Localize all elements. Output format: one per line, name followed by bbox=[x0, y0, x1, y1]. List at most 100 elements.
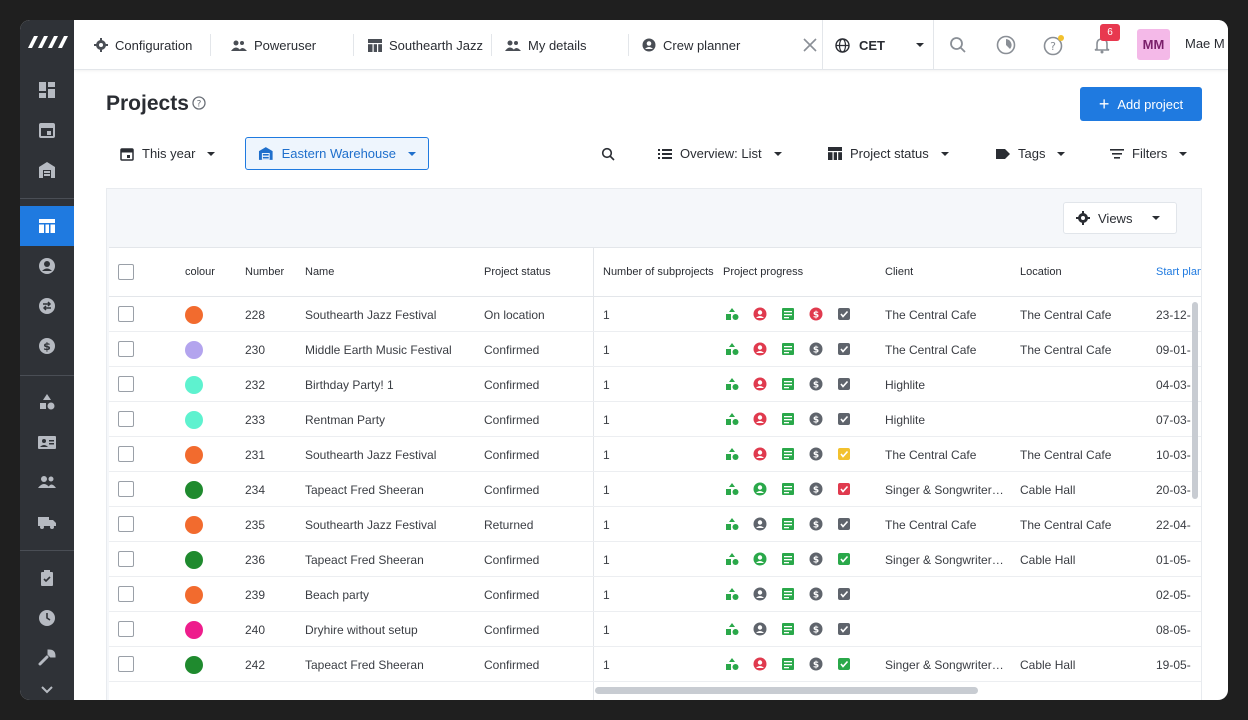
checklist-icon[interactable] bbox=[837, 377, 851, 391]
checklist-icon[interactable] bbox=[837, 482, 851, 496]
row-checkbox[interactable] bbox=[118, 341, 134, 357]
dollar-icon[interactable]: $ bbox=[809, 657, 823, 671]
sidebar-item-timesheets[interactable] bbox=[20, 598, 74, 638]
sidebar-item-projects[interactable] bbox=[20, 206, 74, 246]
user-name[interactable]: Mae M bbox=[1185, 36, 1225, 51]
column-header[interactable]: Client bbox=[885, 266, 914, 278]
shapes-icon[interactable] bbox=[725, 517, 739, 531]
table-row[interactable]: 228 Southearth Jazz Festival On location 1 T… bbox=[109, 297, 1201, 332]
sidebar-item-crew[interactable] bbox=[20, 422, 74, 462]
dollar-icon[interactable]: $ bbox=[809, 342, 823, 356]
shapes-icon[interactable] bbox=[725, 552, 739, 566]
app-logo-icon[interactable] bbox=[24, 32, 68, 52]
sheet-icon[interactable] bbox=[781, 622, 795, 636]
sidebar-item-tasks[interactable] bbox=[20, 558, 74, 598]
row-checkbox[interactable] bbox=[118, 551, 134, 567]
table-row[interactable]: 239 Beach party Confirmed 1 02-05- $ bbox=[109, 577, 1201, 612]
user-circle-icon[interactable] bbox=[753, 552, 767, 566]
sidebar-expand[interactable] bbox=[20, 680, 74, 700]
sheet-icon[interactable] bbox=[781, 447, 795, 461]
dollar-icon[interactable]: $ bbox=[809, 622, 823, 636]
dollar-icon[interactable]: $ bbox=[809, 447, 823, 461]
user-circle-icon[interactable] bbox=[753, 412, 767, 426]
tab-southearth-jazz[interactable]: Southearth Jazz bbox=[348, 20, 492, 70]
shapes-icon[interactable] bbox=[725, 377, 739, 391]
checklist-icon[interactable] bbox=[837, 307, 851, 321]
sheet-icon[interactable] bbox=[781, 307, 795, 321]
column-header[interactable]: Start planning bbox=[1156, 266, 1201, 278]
table-row[interactable]: 232 Birthday Party! 1 Confirmed 1 Highlite 04… bbox=[109, 367, 1201, 402]
shapes-icon[interactable] bbox=[725, 482, 739, 496]
user-circle-icon[interactable] bbox=[753, 657, 767, 671]
shapes-icon[interactable] bbox=[725, 657, 739, 671]
add-project-button[interactable]: + Add project bbox=[1080, 87, 1202, 121]
row-checkbox[interactable] bbox=[118, 656, 134, 672]
sidebar-item-finance[interactable]: $ bbox=[20, 326, 74, 366]
table-row[interactable]: 236 Tapeact Fred Sheeran Confirmed 1 Singer … bbox=[109, 542, 1201, 577]
warehouse-filter[interactable]: Eastern Warehouse bbox=[245, 137, 429, 170]
column-header[interactable]: colour bbox=[185, 266, 215, 278]
column-header[interactable]: Project progress bbox=[723, 266, 804, 278]
sheet-icon[interactable] bbox=[781, 482, 795, 496]
tab-my-details[interactable]: My details bbox=[485, 20, 629, 70]
row-checkbox[interactable] bbox=[118, 306, 134, 322]
dollar-icon[interactable]: $ bbox=[809, 412, 823, 426]
help-button[interactable]: ? bbox=[1042, 33, 1066, 57]
sheet-icon[interactable] bbox=[781, 342, 795, 356]
tags-filter[interactable]: Tags bbox=[984, 137, 1078, 170]
tab-configuration[interactable]: Configuration bbox=[74, 20, 211, 70]
checklist-icon[interactable] bbox=[837, 342, 851, 356]
checklist-icon[interactable] bbox=[837, 412, 851, 426]
row-checkbox[interactable] bbox=[118, 481, 134, 497]
checklist-icon[interactable] bbox=[837, 587, 851, 601]
tab-poweruser[interactable]: Poweruser bbox=[211, 20, 354, 70]
sheet-icon[interactable] bbox=[781, 412, 795, 426]
table-row[interactable]: 242 Tapeact Fred Sheeran Confirmed 1 Singer … bbox=[109, 647, 1201, 682]
dollar-icon[interactable]: $ bbox=[809, 307, 823, 321]
dollar-icon[interactable]: $ bbox=[809, 552, 823, 566]
row-checkbox[interactable] bbox=[118, 376, 134, 392]
dollar-icon[interactable]: $ bbox=[809, 482, 823, 496]
table-row[interactable]: 234 Tapeact Fred Sheeran Confirmed 1 Singer … bbox=[109, 472, 1201, 507]
shapes-icon[interactable] bbox=[725, 342, 739, 356]
sidebar-item-users[interactable] bbox=[20, 462, 74, 502]
row-checkbox[interactable] bbox=[118, 446, 134, 462]
shapes-icon[interactable] bbox=[725, 447, 739, 461]
table-row[interactable]: 235 Southearth Jazz Festival Returned 1 The … bbox=[109, 507, 1201, 542]
table-search-button[interactable] bbox=[587, 137, 629, 170]
row-checkbox[interactable] bbox=[118, 621, 134, 637]
checklist-icon[interactable] bbox=[837, 447, 851, 461]
overview-select[interactable]: Overview: List bbox=[646, 137, 794, 170]
sheet-icon[interactable] bbox=[781, 587, 795, 601]
user-circle-icon[interactable] bbox=[753, 517, 767, 531]
filters-button[interactable]: Filters bbox=[1098, 137, 1200, 170]
user-circle-icon[interactable] bbox=[753, 307, 767, 321]
table-row[interactable]: 231 Southearth Jazz Festival Confirmed 1 The… bbox=[109, 437, 1201, 472]
user-circle-icon[interactable] bbox=[753, 482, 767, 496]
sidebar-item-vehicles[interactable] bbox=[20, 502, 74, 542]
sheet-icon[interactable] bbox=[781, 377, 795, 391]
shapes-icon[interactable] bbox=[725, 307, 739, 321]
shapes-icon[interactable] bbox=[725, 622, 739, 636]
status-filter[interactable]: Project status bbox=[816, 137, 961, 170]
row-checkbox[interactable] bbox=[118, 411, 134, 427]
dollar-icon[interactable]: $ bbox=[809, 587, 823, 601]
checklist-icon[interactable] bbox=[837, 552, 851, 566]
sidebar-item-warehouse[interactable] bbox=[20, 150, 74, 190]
sidebar-item-contacts[interactable] bbox=[20, 246, 74, 286]
search-button[interactable] bbox=[946, 33, 970, 57]
close-tab-button[interactable] bbox=[798, 33, 822, 57]
checklist-icon[interactable] bbox=[837, 657, 851, 671]
table-row[interactable]: 240 Dryhire without setup Confirmed 1 08-05-… bbox=[109, 612, 1201, 647]
table-row[interactable]: 230 Middle Earth Music Festival Confirmed 1… bbox=[109, 332, 1201, 367]
row-checkbox[interactable] bbox=[118, 516, 134, 532]
user-circle-icon[interactable] bbox=[753, 447, 767, 461]
column-header[interactable]: Name bbox=[305, 266, 335, 278]
sidebar-item-calendar[interactable] bbox=[20, 110, 74, 150]
sidebar-item-equipment[interactable] bbox=[20, 382, 74, 422]
sidebar-item-maintenance[interactable] bbox=[20, 638, 74, 678]
table-row[interactable]: 233 Rentman Party Confirmed 1 Highlite 07-03-… bbox=[109, 402, 1201, 437]
sidebar-item-dashboard[interactable] bbox=[20, 70, 74, 110]
timezone-select[interactable]: CET bbox=[822, 20, 934, 70]
row-checkbox[interactable] bbox=[118, 586, 134, 602]
